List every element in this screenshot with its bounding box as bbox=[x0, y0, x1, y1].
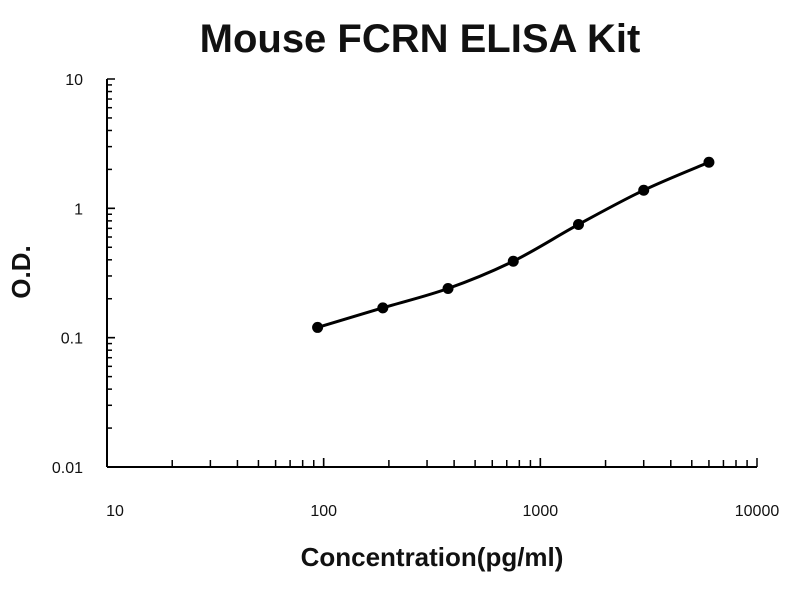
x-tick-label: 1000 bbox=[523, 503, 559, 520]
data-point bbox=[507, 255, 519, 267]
y-tick-label: 0.1 bbox=[61, 331, 83, 348]
data-point bbox=[442, 282, 454, 294]
chart-title: Mouse FCRN ELISA Kit bbox=[200, 17, 641, 61]
y-tick-label: 1 bbox=[74, 201, 83, 218]
data-point bbox=[572, 218, 584, 230]
x-axis-label: Concentration(pg/ml) bbox=[301, 542, 564, 572]
data-point bbox=[638, 184, 650, 196]
x-tick-label: 10 bbox=[106, 503, 124, 520]
x-tick-label: 100 bbox=[310, 503, 337, 520]
y-axis-label: O.D. bbox=[6, 245, 36, 298]
y-tick-label: 0.01 bbox=[52, 460, 83, 477]
data-point bbox=[377, 302, 389, 314]
data-point bbox=[703, 156, 715, 168]
x-tick-label: 10000 bbox=[735, 503, 780, 520]
standard-curve-line bbox=[317, 160, 710, 329]
y-tick-label: 10 bbox=[65, 72, 83, 89]
data-point bbox=[312, 321, 324, 333]
